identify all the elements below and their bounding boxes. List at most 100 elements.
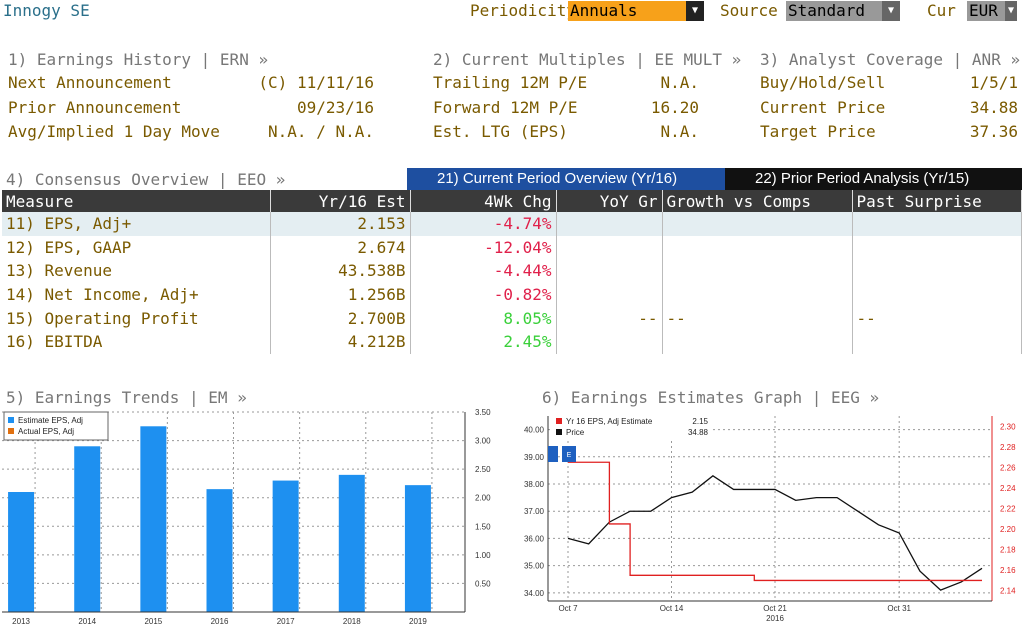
- summary-label: Target Price: [760, 122, 876, 141]
- cell-measure: 16) EBITDA: [2, 329, 271, 354]
- summary-row[interactable]: Est. LTG (EPS) N.A.: [433, 122, 699, 147]
- series-line-price[interactable]: [567, 475, 983, 591]
- legend-swatch-actual: [8, 428, 14, 434]
- cell-measure: 13) Revenue: [2, 259, 271, 283]
- summary-label: Buy/Hold/Sell: [760, 73, 886, 92]
- source-label: Source: [720, 1, 778, 20]
- y-tick-label: 3.50: [475, 408, 491, 417]
- left-y-tick-label: 35.00: [524, 562, 545, 571]
- earnings-trends-link[interactable]: 5) Earnings Trends | EM »: [6, 388, 247, 407]
- current-multiples-panel: Trailing 12M P/E N.A. Forward 12M P/E 16.20…: [433, 73, 699, 147]
- summary-label: Est. LTG (EPS): [433, 122, 568, 141]
- cell-measure: 12) EPS, GAAP: [2, 235, 271, 260]
- summary-value: N.A.: [660, 122, 699, 141]
- cell-surprise: [852, 259, 1022, 283]
- y-tick-label: 2.50: [475, 465, 491, 474]
- table-row[interactable]: 13) Revenue 43.538B -4.44%: [2, 259, 1022, 283]
- estimate-marker[interactable]: [562, 446, 576, 462]
- col-measure[interactable]: Measure: [2, 190, 271, 212]
- bar[interactable]: [206, 489, 233, 612]
- summary-label: Avg/Implied 1 Day Move: [8, 122, 220, 141]
- earnings-estimates-graph-link[interactable]: 6) Earnings Estimates Graph | EEG »: [542, 388, 880, 407]
- summary-value: 34.88: [969, 97, 1018, 117]
- col-4wk-chg[interactable]: 4Wk Chg: [410, 190, 557, 212]
- consensus-overview-link[interactable]: 4) Consensus Overview | EEO »: [6, 170, 286, 189]
- table-row[interactable]: 11) EPS, Adj+ 2.153 -4.74%: [2, 212, 1022, 236]
- table-row[interactable]: 16) EBITDA 4.212B 2.45%: [2, 329, 1022, 354]
- earnings-history-link[interactable]: 1) Earnings History | ERN »: [8, 50, 269, 69]
- summary-value: N.A.: [660, 73, 699, 92]
- x-tick-label: 2013: [12, 617, 30, 626]
- source-value: Standard: [788, 1, 866, 20]
- col-growth-comps[interactable]: Growth vs Comps: [662, 190, 853, 212]
- summary-row[interactable]: Trailing 12M P/E N.A.: [433, 73, 699, 98]
- summary-label: Current Price: [760, 97, 886, 117]
- col-yoy-gr[interactable]: YoY Gr: [556, 190, 663, 212]
- analyst-coverage-link[interactable]: 3) Analyst Coverage | ANR »: [760, 50, 1021, 69]
- security-title: Innogy SE: [3, 1, 90, 20]
- cell-est: 2.153: [270, 212, 411, 236]
- series-line-eps-estimate[interactable]: [568, 461, 982, 582]
- legend-value: 34.88: [688, 428, 709, 437]
- summary-row[interactable]: Avg/Implied 1 Day Move N.A. / N.A.: [8, 122, 374, 147]
- cell-growth: [662, 329, 853, 354]
- cell-measure: 11) EPS, Adj+: [2, 212, 271, 236]
- bar[interactable]: [272, 480, 299, 612]
- legend-swatch-eps: [556, 418, 562, 424]
- x-tick-label: 2016: [211, 617, 229, 626]
- legend: [552, 414, 712, 438]
- chevron-down-icon[interactable]: ▼: [686, 1, 704, 21]
- consensus-table: Measure Yr/16 Est 4Wk Chg YoY Gr Growth …: [2, 190, 1022, 354]
- table-row[interactable]: 14) Net Income, Adj+ 1.256B -0.82%: [2, 282, 1022, 307]
- right-y-tick-label: 2.24: [1000, 484, 1016, 493]
- chevron-down-icon[interactable]: ▼: [1005, 1, 1017, 21]
- summary-label: Trailing 12M P/E: [433, 73, 588, 92]
- cell-chg: -12.04%: [410, 235, 557, 260]
- current-multiples-link[interactable]: 2) Current Multiples | EE MULT »: [433, 50, 742, 69]
- right-y-tick-label: 2.18: [1000, 546, 1016, 555]
- periodicity-select[interactable]: Annuals ▼: [568, 1, 704, 21]
- tab-current-period[interactable]: 21) Current Period Overview (Yr/16): [407, 168, 725, 190]
- cell-est: 4.212B: [270, 329, 411, 354]
- right-y-tick-label: 2.22: [1000, 505, 1016, 514]
- cell-measure: 14) Net Income, Adj+: [2, 282, 271, 307]
- summary-row[interactable]: Target Price 37.36: [760, 122, 1018, 147]
- table-row[interactable]: 12) EPS, GAAP 2.674 -12.04%: [2, 235, 1022, 260]
- col-est[interactable]: Yr/16 Est: [270, 190, 411, 212]
- currency-value: EUR: [969, 1, 998, 20]
- source-select[interactable]: Standard ▼: [786, 1, 900, 21]
- x-tick-label: Oct 14: [660, 604, 684, 613]
- x-tick-label: 2019: [409, 617, 427, 626]
- chevron-down-icon[interactable]: ▼: [882, 1, 900, 21]
- summary-row[interactable]: Prior Announcement 09/23/16: [8, 98, 374, 123]
- tab-prior-period[interactable]: 22) Prior Period Analysis (Yr/15): [725, 168, 1022, 190]
- bar[interactable]: [8, 492, 35, 612]
- bar[interactable]: [404, 485, 431, 612]
- table-row[interactable]: 15) Operating Profit 2.700B 8.05% -- -- --: [2, 306, 1022, 330]
- earnings-trends-chart: 0.50 1.00 1.50 2.00 2.50 3.00 3.50 2013 2014 2015…: [2, 408, 491, 626]
- col-past-surprise[interactable]: Past Surprise: [852, 190, 1022, 212]
- bar[interactable]: [338, 474, 365, 612]
- right-y-tick-label: 2.26: [1000, 463, 1016, 472]
- summary-row[interactable]: Next Announcement (C) 11/11/16: [8, 73, 374, 98]
- announcement-marker[interactable]: [548, 446, 558, 462]
- x-tick-label: Oct 21: [763, 604, 787, 613]
- y-tick-label: 1.00: [475, 551, 491, 560]
- left-y-tick-label: 37.00: [524, 507, 545, 516]
- cell-yoy: --: [556, 306, 663, 330]
- summary-row[interactable]: Current Price 34.88: [760, 98, 1018, 123]
- cell-surprise: [852, 282, 1022, 307]
- summary-row[interactable]: Forward 12M P/E 16.20: [433, 98, 699, 123]
- currency-label: Cur: [927, 1, 956, 20]
- currency-select[interactable]: EUR ▼: [967, 1, 1017, 21]
- summary-value: (C) 11/11/16: [258, 73, 374, 92]
- cell-chg: 8.05%: [410, 306, 557, 330]
- right-y-tick-label: 2.20: [1000, 525, 1016, 534]
- bar[interactable]: [74, 446, 101, 612]
- bar[interactable]: [140, 426, 167, 612]
- right-y-tick-label: 2.28: [1000, 443, 1016, 452]
- legend: [3, 411, 109, 441]
- legend-label: Yr 16 EPS, Adj Estimate: [566, 417, 653, 426]
- x-sub-label: 2016: [766, 614, 784, 623]
- summary-row[interactable]: Buy/Hold/Sell 1/5/1: [760, 73, 1018, 98]
